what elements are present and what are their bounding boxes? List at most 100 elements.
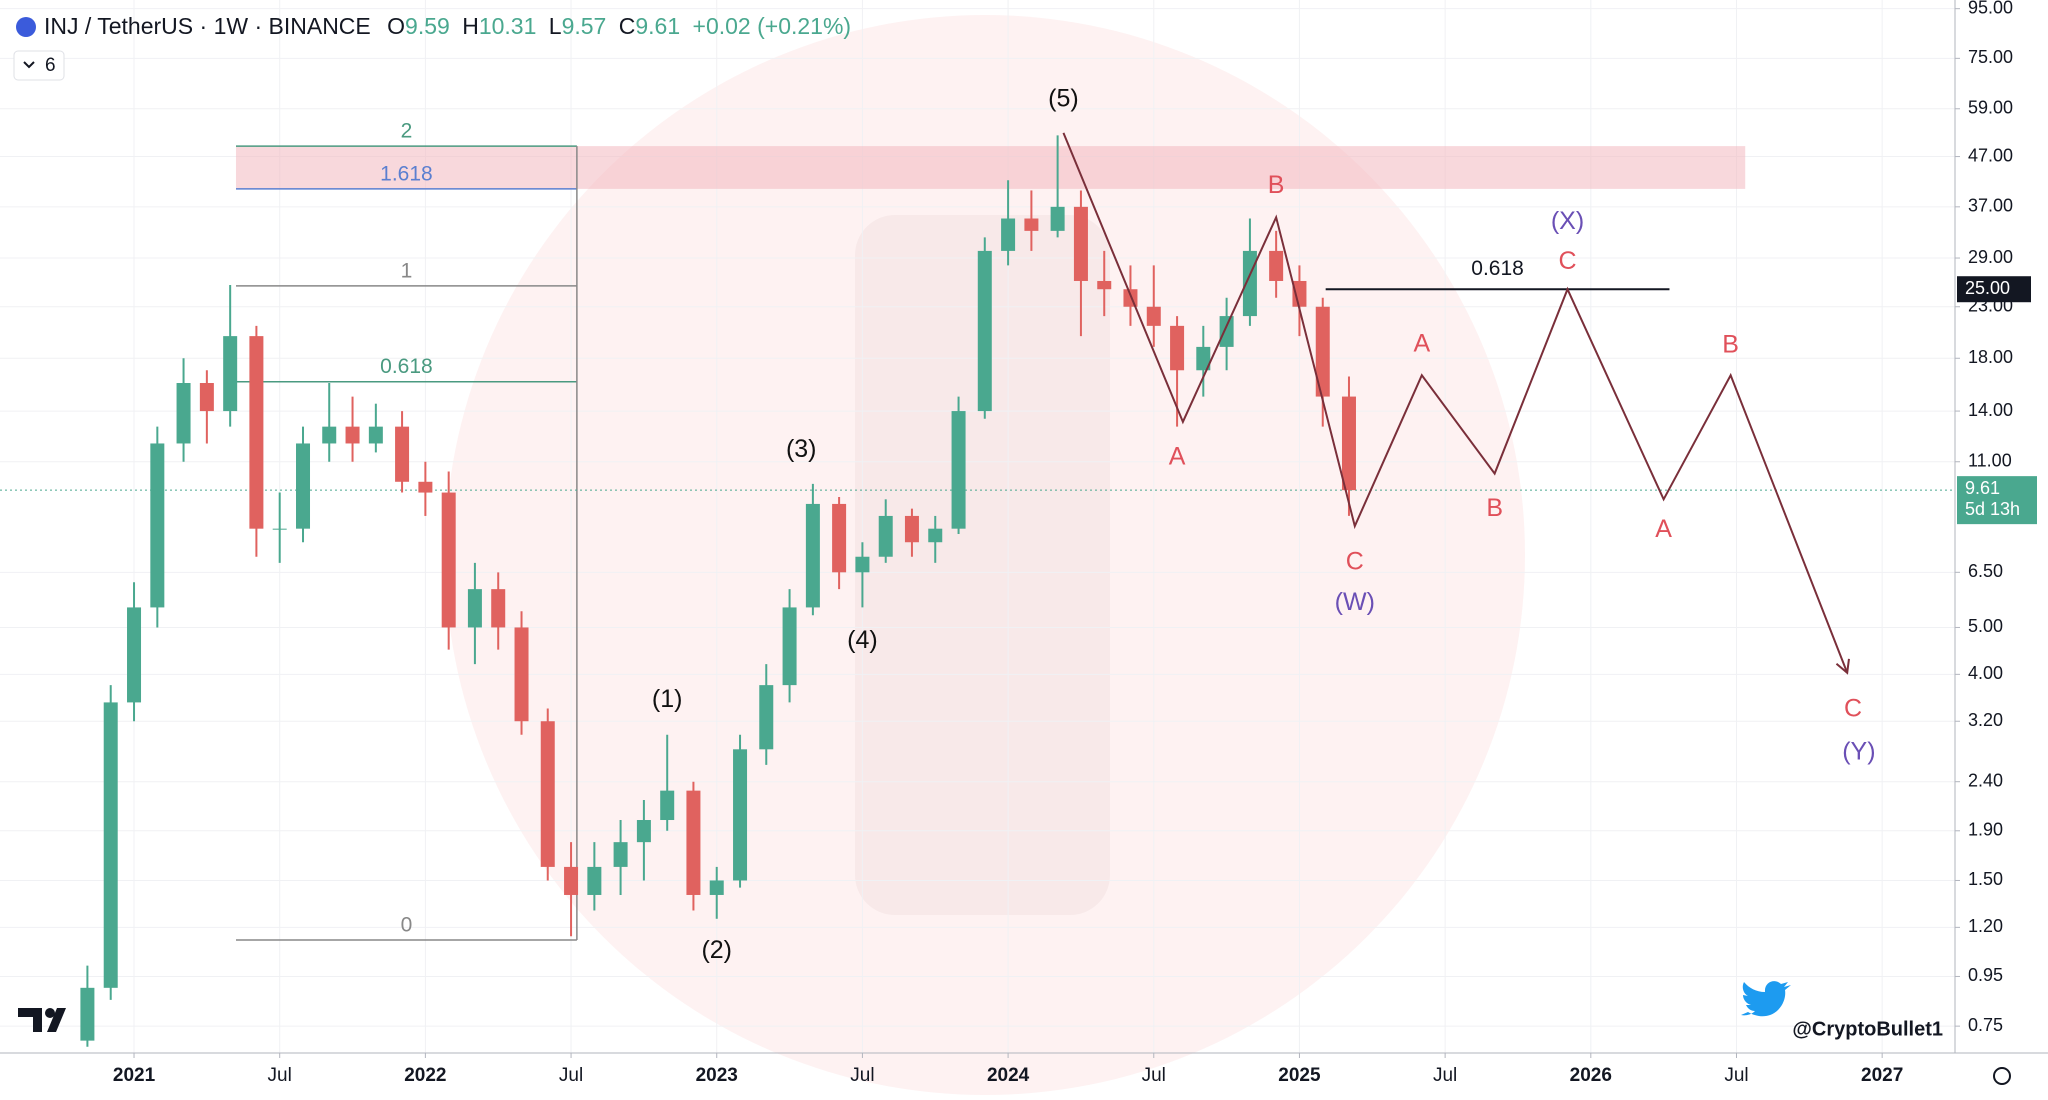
x-tick-label: Jul: [1433, 1065, 1457, 1086]
candle-body: [514, 627, 529, 722]
candle-body: [127, 607, 142, 703]
fib-label: 1: [401, 259, 413, 282]
x-tick-label: 2026: [1570, 1065, 1612, 1086]
candle-body: [1196, 346, 1211, 371]
y-tick-label: 29.00: [1968, 247, 2013, 267]
candle-body: [1001, 218, 1016, 251]
wave-label: C: [1844, 694, 1862, 722]
candle-body: [1341, 396, 1356, 491]
chevron-icon[interactable]: [23, 61, 35, 69]
x-tick-label: 2027: [1861, 1065, 1903, 1086]
wave-path: [1062, 132, 1849, 674]
wave-label: A: [1413, 329, 1430, 357]
plot-area: 2 1.618 1 0.618 0 0.618 (1) (2) (3) (4) (5) A B C (W) A…: [0, 0, 1955, 1053]
candle-body: [441, 492, 456, 628]
wave-label: C: [1346, 548, 1364, 576]
fib-label: 0.618: [380, 355, 433, 378]
x-tick-label: Jul: [268, 1065, 292, 1086]
wave-label: A: [1655, 515, 1672, 543]
toggle-box[interactable]: [13, 50, 65, 81]
ohlc-value: 10.31: [479, 13, 537, 39]
change: +0.02 (+0.21%): [693, 13, 852, 39]
handle: @CryptoBullet1: [1792, 1018, 1943, 1040]
candle-body: [1146, 306, 1161, 326]
y-tick-label: 4.00: [1968, 663, 2003, 683]
fib-label: 2: [401, 120, 413, 143]
x-tick-label: Jul: [1142, 1065, 1166, 1086]
ohlc-label: H: [462, 13, 479, 39]
candle-body: [782, 607, 797, 686]
settings-icon[interactable]: [1993, 1067, 2011, 1085]
candle-body: [855, 556, 870, 573]
x-tick-label: 2024: [987, 1065, 1030, 1086]
candle-body: [564, 866, 579, 895]
symbol-icon: [16, 17, 36, 37]
indicator-count[interactable]: 6: [45, 55, 56, 76]
candle-body: [1123, 289, 1138, 307]
candle-body: [636, 820, 651, 843]
candle-body: [80, 987, 95, 1041]
candle-body: [1269, 250, 1284, 281]
candle-body: [1024, 218, 1039, 231]
wave-label: (2): [701, 936, 732, 964]
twitter-icon: [1741, 981, 1791, 1017]
target-zone: [235, 146, 1746, 189]
wave-label: (1): [652, 685, 683, 713]
fib-label: 0: [401, 914, 413, 937]
logo-part: [47, 1008, 66, 1032]
candle-body: [491, 589, 506, 628]
ohlc-value: 9.59: [405, 13, 450, 39]
y-tick-label: 59.00: [1968, 98, 2013, 118]
candle-body: [977, 250, 992, 412]
countdown: 5d 13h: [1965, 499, 2020, 519]
ohlc-value: 9.61: [635, 13, 680, 39]
tv-logo: [18, 1008, 66, 1032]
candle-body: [322, 426, 337, 444]
candle-body: [345, 426, 360, 444]
logo-part: [45, 1008, 55, 1018]
indicator-toggle[interactable]: 6: [13, 50, 65, 81]
marker-label: 25.00: [1965, 278, 2010, 298]
candle-body: [150, 443, 165, 608]
y-tick-label: 47.00: [1968, 145, 2013, 165]
y-tick-label: 1.90: [1968, 820, 2003, 840]
legend-header: INJ / TetherUS · 1W · BINANCE O9.59 H10.…: [44, 13, 851, 39]
candle-body: [1073, 206, 1088, 281]
x-tick-label: Jul: [559, 1065, 583, 1086]
x-tick-label: 2025: [1278, 1065, 1321, 1086]
watermark-shape: [855, 215, 1110, 915]
y-tick-label: 11.00: [1968, 451, 2012, 471]
x-tick-label: Jul: [850, 1065, 874, 1086]
y-tick-label: 0.75: [1968, 1015, 2003, 1035]
wave-label: C: [1558, 247, 1576, 275]
candle-body: [587, 866, 602, 895]
wave-label: (X): [1551, 207, 1584, 235]
y-tick-label: 2.40: [1968, 770, 2003, 790]
x-tick-label: 2021: [113, 1065, 156, 1086]
candle-body: [951, 411, 966, 529]
wave-label: B: [1268, 171, 1285, 199]
candle-body: [418, 481, 433, 493]
retrace-label: 0.618: [1471, 257, 1524, 280]
y-tick-label: 14.00: [1968, 400, 2013, 420]
candle-body: [272, 528, 287, 530]
candle-body: [296, 443, 311, 529]
candle-body: [223, 336, 238, 412]
candle-body: [1292, 280, 1307, 307]
y-tick-label: 6.50: [1968, 561, 2003, 581]
candle-body: [660, 790, 675, 821]
candle-body: [249, 336, 264, 529]
candle-body: [904, 515, 919, 543]
y-tick-label: 5.00: [1968, 616, 2003, 636]
candle-body: [928, 528, 943, 543]
x-tick-label: Jul: [1724, 1065, 1748, 1086]
y-tick-label: 1.50: [1968, 869, 2003, 889]
candle-body: [1170, 325, 1185, 371]
title: INJ / TetherUS · 1W · BINANCE: [44, 13, 371, 39]
y-tick-label: 0.95: [1968, 965, 2003, 985]
logo-part: [18, 1008, 42, 1032]
wave-label: B: [1722, 330, 1739, 358]
candle-body: [709, 880, 724, 895]
y-tick-label: 3.20: [1968, 710, 2003, 730]
candle-body: [395, 426, 410, 482]
